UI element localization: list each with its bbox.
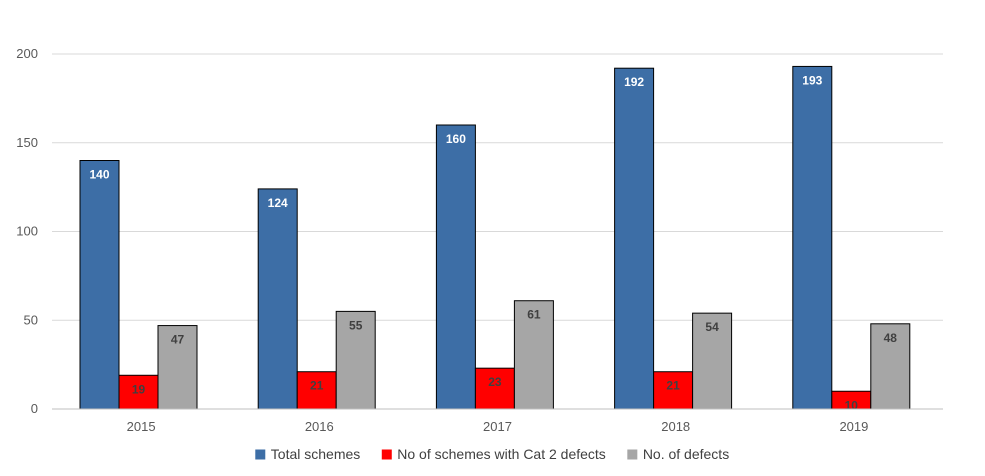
bar-total-schemes-2015 bbox=[79, 160, 120, 410]
legend-swatch bbox=[381, 449, 392, 460]
bar-total-schemes-2019 bbox=[792, 65, 833, 410]
data-label: 21 bbox=[666, 379, 680, 393]
x-tick-label: 2018 bbox=[661, 419, 690, 434]
legend-swatch bbox=[627, 449, 638, 460]
x-tick-label: 2017 bbox=[483, 419, 512, 434]
y-tick-label: 100 bbox=[16, 224, 38, 239]
data-label: 23 bbox=[488, 375, 502, 389]
bar-total-schemes-2017 bbox=[435, 124, 476, 410]
data-label: 47 bbox=[171, 333, 185, 347]
x-tick-label: 2019 bbox=[839, 419, 868, 434]
y-tick-label: 200 bbox=[16, 46, 38, 61]
data-label: 124 bbox=[268, 196, 288, 210]
data-label: 54 bbox=[705, 320, 719, 334]
data-label: 193 bbox=[802, 73, 822, 87]
data-label: 21 bbox=[310, 379, 324, 393]
bar-defects-2018 bbox=[692, 312, 733, 410]
x-tick-label: 2015 bbox=[127, 419, 156, 434]
legend-label: No. of defects bbox=[643, 446, 729, 462]
data-label: 55 bbox=[349, 318, 363, 332]
legend-label: No of schemes with Cat 2 defects bbox=[397, 446, 606, 462]
data-label: 160 bbox=[446, 132, 466, 146]
bar-defects-2016 bbox=[335, 310, 376, 410]
y-tick-label: 150 bbox=[16, 135, 38, 150]
bar-total-schemes-2016 bbox=[257, 188, 298, 410]
bar-cat2-schemes-2015 bbox=[118, 374, 159, 410]
bar-total-schemes-2018 bbox=[614, 67, 655, 410]
data-label: 48 bbox=[884, 331, 898, 345]
bar-cat2-schemes-2016 bbox=[296, 371, 337, 410]
x-tick-label: 2016 bbox=[305, 419, 334, 434]
data-label: 10 bbox=[845, 398, 859, 412]
data-label: 61 bbox=[527, 308, 541, 322]
legend-label: Total schemes bbox=[271, 446, 360, 462]
y-tick-label: 0 bbox=[31, 401, 38, 416]
legend-swatch bbox=[255, 449, 266, 460]
bar-defects-2017 bbox=[513, 300, 554, 410]
data-label: 140 bbox=[89, 168, 109, 182]
data-label: 192 bbox=[624, 75, 644, 89]
y-tick-label: 50 bbox=[24, 312, 38, 327]
data-label: 19 bbox=[132, 382, 146, 396]
